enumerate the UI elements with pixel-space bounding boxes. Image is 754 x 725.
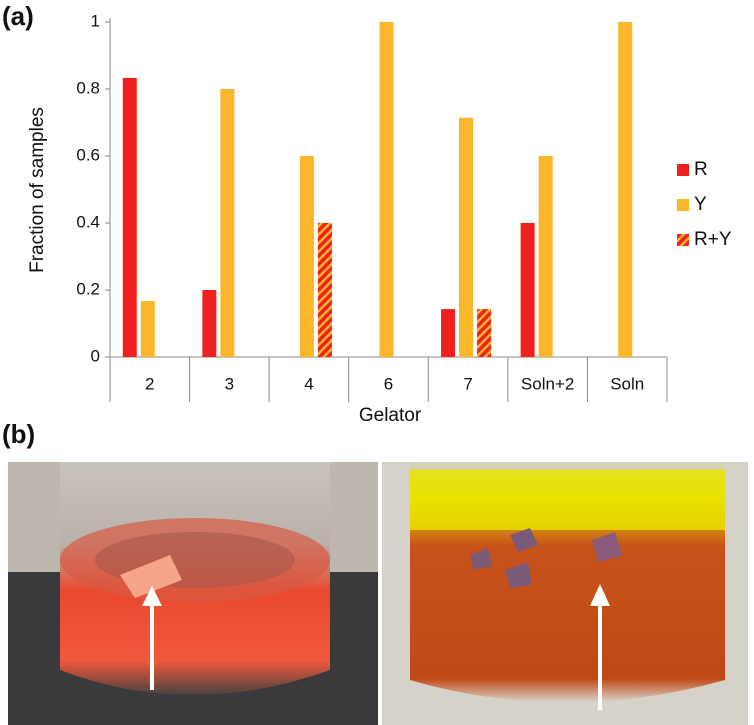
bar [477,309,492,357]
bar [202,290,217,357]
bar [441,309,456,357]
x-tick-label: 6 [384,374,393,393]
bar [618,22,633,357]
legend-label: R+Y [694,229,732,250]
bar [122,77,137,357]
x-tick-label: 2 [145,374,154,393]
x-tick-label: 3 [225,374,234,393]
bar [459,117,474,357]
bar [538,156,553,357]
bar [140,301,155,357]
y-tick-label: 0.8 [76,78,100,97]
panel-label: (b) [2,419,35,449]
y-tick-label: 0.6 [76,145,100,164]
legend-swatch [677,164,689,176]
legend-swatch [677,234,689,246]
x-tick-label: 7 [463,374,472,393]
photo-left [8,462,378,725]
y-tick-label: 0.2 [76,279,100,298]
legend-swatch [677,199,689,211]
bar [220,89,235,357]
legend-label: R [694,159,708,180]
bar [379,22,394,357]
x-tick-label: 4 [304,374,313,393]
panel-label: (a) [2,1,34,31]
x-tick-label: Soln [610,374,644,393]
y-tick-label: 0.4 [76,212,100,231]
bar [299,156,314,357]
x-tick-label: Soln+2 [521,374,574,393]
bar [520,223,535,357]
y-tick-label: 1 [91,11,100,30]
photo-right [382,462,748,725]
y-axis-title: Fraction of samples [27,107,48,273]
legend-label: Y [694,194,707,215]
plot: 0 0.2 0.4 0.6 0.8 1 2 3 4 6 7 Soln+2 Soln RY R+Y [76,11,732,402]
y-tick-label: 0 [91,346,100,365]
bar [317,223,332,357]
x-axis-title: Gelator [359,405,422,426]
